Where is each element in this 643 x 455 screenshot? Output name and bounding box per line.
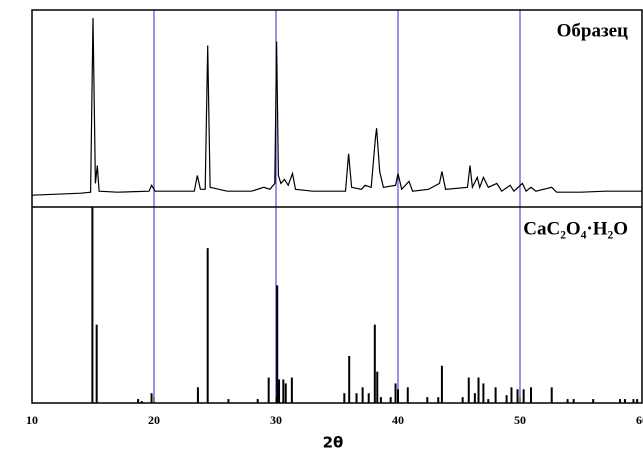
x-tick-label: 50	[514, 413, 526, 427]
xrd-pattern	[31, 17, 642, 196]
x-tick-label: 30	[270, 413, 282, 427]
sample-label: Образец	[557, 20, 628, 41]
x-axis-label: 2θ	[323, 434, 344, 452]
x-tick-label: 40	[392, 413, 404, 427]
x-tick-label: 10	[26, 413, 38, 427]
reference-label: CaC₂O₄·H₂O	[523, 218, 628, 239]
x-tick-label: 60	[636, 413, 643, 427]
x-tick-label: 20	[148, 413, 160, 427]
